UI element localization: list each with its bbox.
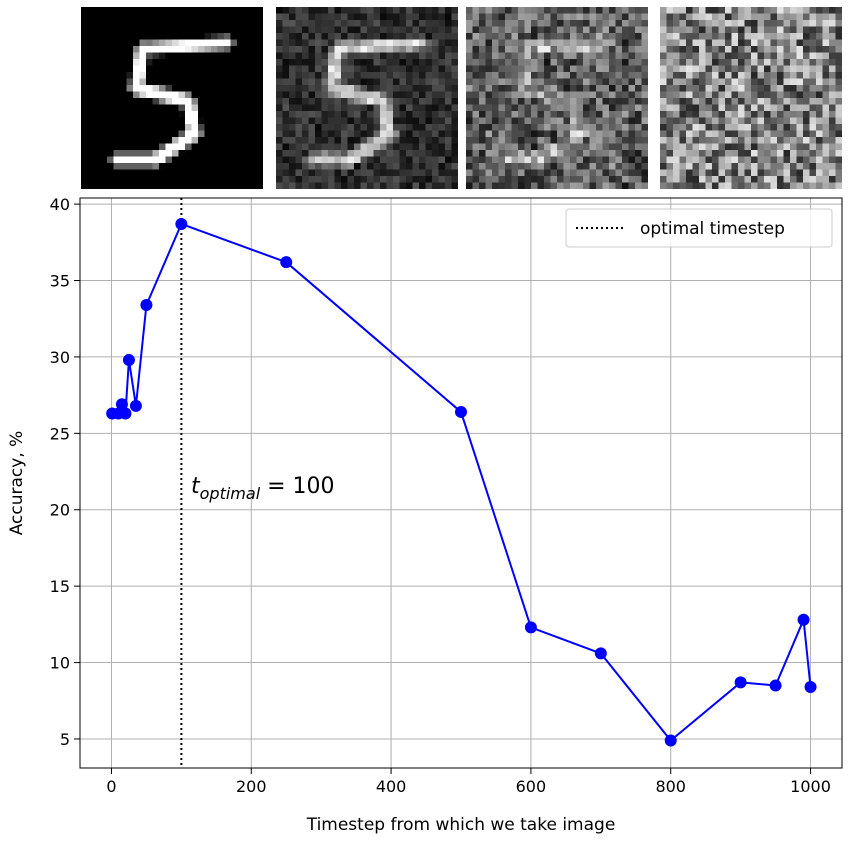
data-point [140,298,153,311]
y-tick-label: 10 [50,654,70,673]
data-point [175,217,188,230]
accuracy-series [106,217,817,747]
y-tick-label: 30 [50,348,70,367]
annotation-value: = 100 [260,474,334,499]
x-axis-label: Timestep from which we take image [306,815,616,835]
x-tick-label: 0 [106,777,116,796]
noise-progression-thumbnails [0,0,860,192]
clean-digit-image [81,7,263,189]
data-point [455,405,467,418]
data-point [797,613,810,626]
grid-lines [80,198,842,768]
y-tick-label: 15 [50,577,70,596]
x-tick-label: 800 [655,777,686,796]
light-noise-digit-image [276,7,458,189]
x-tick-label: 1000 [790,777,831,796]
y-axis-label: Accuracy, % [7,431,27,536]
annotation-subscript: optimal [200,484,261,503]
data-point [769,679,782,692]
annotation-base: t [191,474,201,499]
legend: optimal timestep [565,208,833,248]
x-tick-label: 200 [236,777,267,796]
y-axis-ticks: 5 10 15 20 25 30 35 40 [50,195,80,749]
pure-noise-image [660,7,842,189]
x-axis-ticks: 0 200 400 600 800 1000 [106,768,831,796]
data-point [119,407,132,420]
data-point [804,681,817,694]
data-point [594,647,607,660]
data-point [664,734,677,747]
data-point [129,399,142,412]
y-tick-label: 35 [50,272,70,291]
y-tick-label: 5 [60,730,70,749]
plot-frame [79,197,843,769]
data-point [280,256,293,269]
data-point [734,676,747,689]
data-point [122,353,135,366]
heavy-noise-digit-image [466,7,648,189]
x-tick-label: 400 [376,777,407,796]
y-tick-label: 40 [50,195,70,214]
x-tick-label: 600 [516,777,547,796]
y-tick-label: 25 [50,424,70,443]
y-tick-label: 20 [50,501,70,520]
data-point [524,621,537,634]
legend-label: optimal timestep [640,219,785,239]
data-point [115,398,128,411]
legend-box [565,208,833,248]
optimal-timestep-annotation: toptimal = 100 [191,474,335,503]
